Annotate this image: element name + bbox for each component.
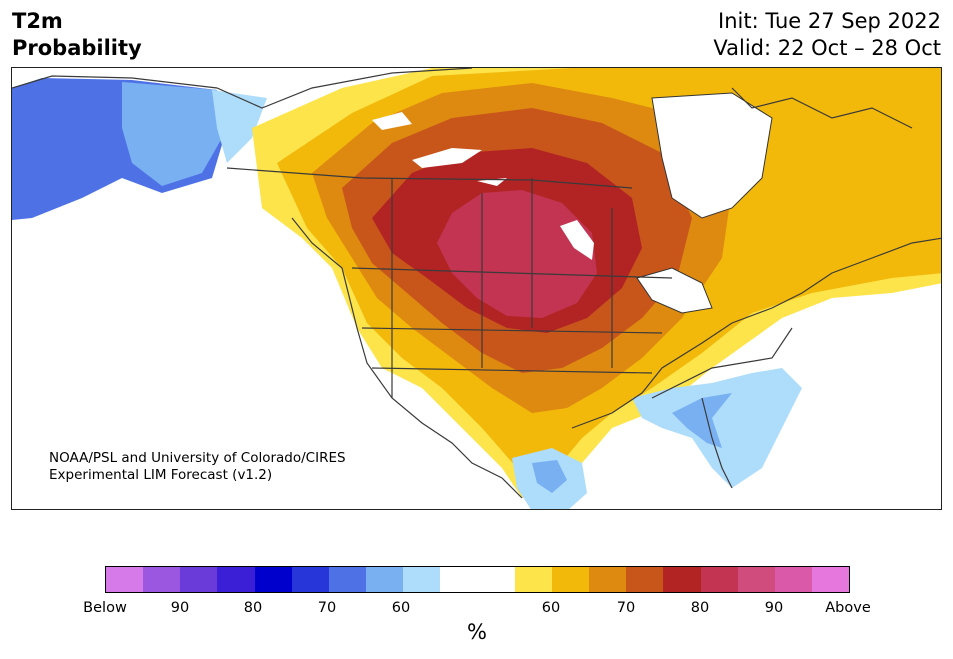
colorbar-tick-label: 70 <box>317 600 337 616</box>
colorbar-tick-label: 80 <box>243 600 263 616</box>
colorbar-segment <box>514 567 552 592</box>
map-panel <box>11 67 942 510</box>
colorbar-tick-label: Above <box>825 600 871 616</box>
crimson-core-region <box>437 190 597 318</box>
colorbar-segment <box>291 567 329 592</box>
colorbar-tick-label: 60 <box>541 600 561 616</box>
colorbar <box>105 566 850 593</box>
colorbar-tick-label: Below <box>83 600 127 616</box>
credit-line-2: Experimental LIM Forecast (v1.2) <box>49 467 273 483</box>
colorbar-segment <box>811 567 850 592</box>
colorbar-segment <box>106 567 144 592</box>
colorbar-tick-label: 60 <box>391 600 411 616</box>
colorbar-segment <box>328 567 367 592</box>
colorbar-segment <box>440 567 478 592</box>
colorbar-tick-label: 90 <box>764 600 784 616</box>
colorbar-segment <box>477 567 515 592</box>
forecast-credit: NOAA/PSL and University of Colorado/CIRE… <box>49 450 346 484</box>
colorbar-segment <box>626 567 664 592</box>
colorbar-segment <box>217 567 255 592</box>
colorbar-segment <box>774 567 812 592</box>
map-title: T2m Probability <box>12 8 142 62</box>
colorbar-segment <box>403 567 441 592</box>
valid-date: Valid: 22 Oct – 28 Oct <box>713 36 941 60</box>
colorbar-tick-label: 70 <box>616 600 636 616</box>
credit-line-1: NOAA/PSL and University of Colorado/CIRE… <box>49 450 346 466</box>
init-date: Init: Tue 27 Sep 2022 <box>718 9 941 33</box>
colorbar-tick-label: 90 <box>170 600 190 616</box>
colorbar-segment <box>254 567 292 592</box>
title-line-2: Probability <box>12 36 142 60</box>
probability-map <box>12 68 941 509</box>
colorbar-segment <box>700 567 738 592</box>
colorbar-segment <box>366 567 404 592</box>
colorbar-segment <box>551 567 590 592</box>
colorbar-segment <box>143 567 181 592</box>
forecast-dates: Init: Tue 27 Sep 2022 Valid: 22 Oct – 28… <box>713 8 941 62</box>
colorbar-unit: % <box>467 620 487 644</box>
colorbar-segment <box>589 567 627 592</box>
colorbar-segment <box>737 567 775 592</box>
title-line-1: T2m <box>12 9 63 33</box>
colorbar-tick-label: 80 <box>690 600 710 616</box>
colorbar-segment <box>663 567 701 592</box>
colorbar-segment <box>180 567 218 592</box>
